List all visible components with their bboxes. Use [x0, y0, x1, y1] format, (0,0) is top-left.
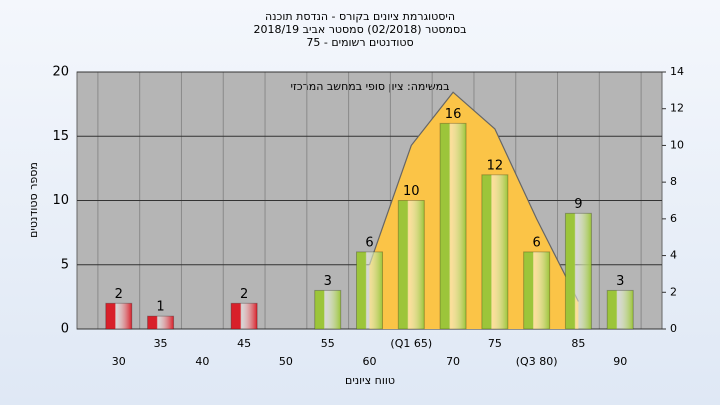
y-axis-label: מספר סטודנטים: [27, 162, 40, 238]
y-tick-label: 15: [52, 129, 69, 144]
y2-tick-label: 10: [670, 138, 684, 151]
y2-tick-label: 12: [670, 102, 684, 115]
value-label: 16: [445, 107, 462, 122]
x-tick-label: 60: [363, 355, 377, 368]
x-tick-label: (Q1 65): [390, 337, 432, 350]
x-tick-label: 50: [279, 355, 293, 368]
bar: [523, 251, 551, 330]
x-tick-label: 70: [446, 355, 460, 368]
value-label: 6: [365, 235, 373, 250]
value-label: 10: [403, 184, 420, 199]
bar: [147, 315, 175, 330]
value-label: 2: [115, 287, 123, 302]
title-line: בסמסטר (02/2018) סמסטר אביב 2018/19: [253, 23, 466, 36]
bar: [481, 174, 509, 330]
bar: [105, 302, 133, 330]
bar: [230, 302, 258, 330]
bar: [606, 289, 634, 330]
y2-tick-label: 2: [670, 285, 677, 298]
x-tick-label: 40: [195, 355, 209, 368]
annotation: במשימה: ציון סופי במחשב המרכזי: [290, 80, 449, 93]
bar: [439, 122, 467, 330]
value-label: 2: [240, 287, 248, 302]
x-axis-label: טווח ציונים: [345, 374, 395, 387]
bar: [314, 289, 342, 330]
area-outline: [368, 91, 579, 302]
value-label: 3: [616, 274, 624, 289]
title-line: היסטוגרמת ציונים בקורס - הנדסת תוכנה: [265, 10, 455, 23]
y2-tick-label: 0: [670, 322, 677, 335]
bar: [564, 212, 592, 330]
value-label: 3: [324, 274, 332, 289]
bar: [356, 251, 383, 330]
value-label: 6: [533, 235, 541, 250]
x-tick-label: 85: [571, 337, 585, 350]
y-tick-label: 5: [61, 257, 69, 272]
x-tick-label: (Q3 80): [516, 355, 558, 368]
bar: [397, 200, 425, 330]
title-line: סטודנטים רשומים - 75: [306, 36, 413, 49]
y2-tick-label: 14: [670, 65, 684, 78]
y-tick-label: 0: [61, 322, 69, 337]
value-label: 12: [487, 158, 504, 173]
x-tick-label: 45: [237, 337, 251, 350]
x-tick-label: 35: [154, 337, 168, 350]
y2-tick-label: 8: [670, 175, 677, 188]
x-tick-label: 55: [321, 337, 335, 350]
value-label: 1: [156, 300, 164, 315]
y-tick-label: 20: [52, 65, 69, 80]
x-tick-label: 75: [488, 337, 502, 350]
x-tick-label: 30: [112, 355, 126, 368]
y2-tick-label: 6: [670, 212, 677, 225]
x-tick-label: 90: [613, 355, 627, 368]
y-tick-label: 10: [52, 193, 69, 208]
y2-tick-label: 4: [670, 249, 677, 262]
value-label: 9: [574, 197, 582, 212]
